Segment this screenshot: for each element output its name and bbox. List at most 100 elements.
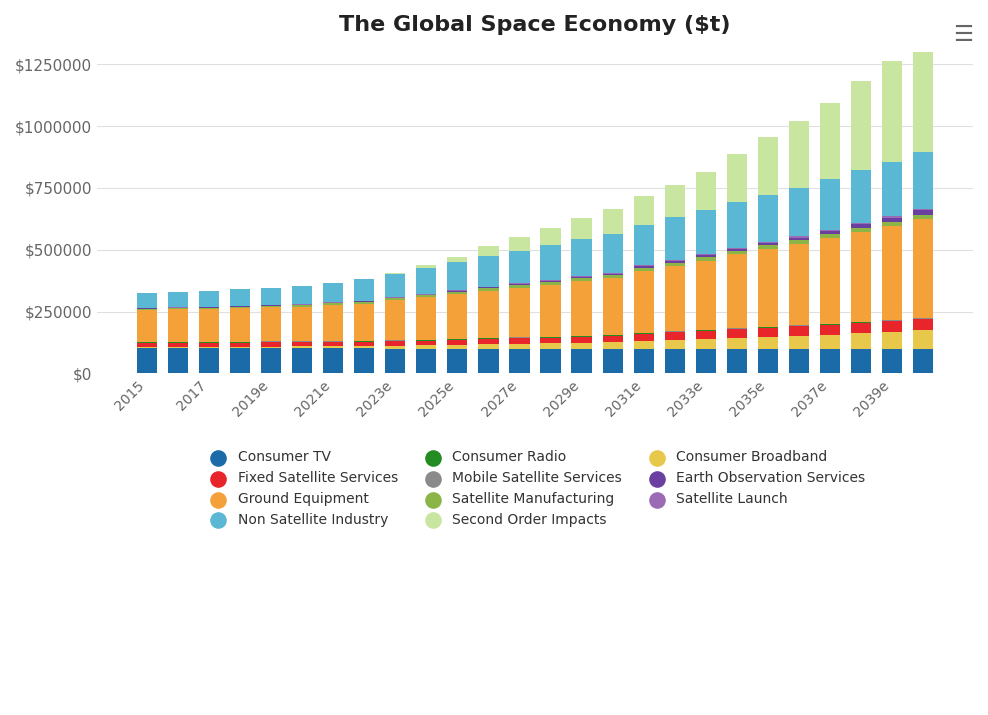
Bar: [292, 348, 312, 373]
Bar: [540, 337, 560, 343]
Bar: [727, 154, 747, 202]
Bar: [758, 249, 778, 327]
Bar: [136, 310, 157, 342]
Bar: [354, 302, 374, 304]
Bar: [292, 342, 312, 347]
Bar: [261, 347, 282, 348]
Bar: [758, 243, 778, 245]
Bar: [230, 347, 250, 348]
Bar: [230, 308, 250, 342]
Bar: [820, 179, 840, 230]
Bar: [882, 349, 902, 373]
Title: The Global Space Economy ($t): The Global Space Economy ($t): [339, 15, 731, 35]
Bar: [168, 292, 188, 307]
Bar: [261, 307, 282, 342]
Bar: [820, 325, 840, 335]
Bar: [571, 276, 592, 277]
Bar: [323, 303, 343, 305]
Bar: [571, 342, 592, 349]
Bar: [603, 336, 622, 342]
Bar: [696, 261, 716, 330]
Bar: [199, 309, 219, 342]
Bar: [913, 219, 934, 318]
Bar: [603, 275, 622, 278]
Bar: [416, 295, 437, 297]
Bar: [727, 255, 747, 328]
Bar: [820, 335, 840, 349]
Bar: [913, 330, 934, 349]
Bar: [851, 333, 871, 349]
Bar: [416, 345, 437, 349]
Bar: [882, 218, 902, 222]
Bar: [820, 230, 840, 232]
Bar: [633, 334, 654, 341]
Bar: [448, 340, 467, 345]
Bar: [448, 295, 467, 339]
Bar: [727, 337, 747, 349]
Bar: [510, 251, 530, 283]
Bar: [633, 271, 654, 333]
Bar: [633, 225, 654, 265]
Bar: [758, 245, 778, 249]
Bar: [510, 237, 530, 251]
Bar: [788, 349, 809, 373]
Bar: [665, 217, 685, 260]
Bar: [448, 292, 467, 295]
Bar: [416, 297, 437, 340]
Bar: [292, 305, 312, 307]
Bar: [696, 339, 716, 349]
Bar: [882, 61, 902, 162]
Bar: [323, 282, 343, 302]
Bar: [510, 344, 530, 349]
Bar: [788, 240, 809, 244]
Bar: [820, 235, 840, 238]
Bar: [820, 102, 840, 179]
Bar: [261, 306, 282, 307]
Bar: [571, 218, 592, 239]
Bar: [788, 236, 809, 237]
Bar: [851, 170, 871, 222]
Bar: [136, 347, 157, 348]
Bar: [665, 332, 685, 340]
Bar: [758, 194, 778, 242]
Bar: [571, 349, 592, 373]
Bar: [199, 291, 219, 307]
Bar: [696, 172, 716, 210]
Bar: [136, 342, 157, 347]
Bar: [603, 342, 622, 349]
Bar: [478, 339, 499, 344]
Bar: [665, 349, 685, 373]
Bar: [633, 265, 654, 266]
Bar: [168, 348, 188, 373]
Bar: [882, 332, 902, 349]
Bar: [385, 300, 405, 340]
Bar: [696, 257, 716, 261]
Bar: [510, 283, 530, 284]
Bar: [758, 242, 778, 243]
Bar: [354, 304, 374, 341]
Bar: [665, 262, 685, 266]
Bar: [788, 237, 809, 240]
Bar: [727, 251, 747, 255]
Bar: [633, 268, 654, 271]
Bar: [758, 349, 778, 373]
Legend: Consumer TV, Fixed Satellite Services, Ground Equipment, Non Satellite Industry,: Consumer TV, Fixed Satellite Services, G…: [199, 445, 871, 533]
Bar: [168, 308, 188, 309]
Bar: [199, 307, 219, 309]
Bar: [851, 225, 871, 228]
Bar: [758, 337, 778, 349]
Bar: [354, 346, 374, 348]
Bar: [727, 249, 747, 251]
Bar: [571, 277, 592, 278]
Bar: [136, 348, 157, 373]
Bar: [633, 349, 654, 373]
Bar: [913, 209, 934, 210]
Bar: [323, 346, 343, 348]
Bar: [478, 288, 499, 291]
Bar: [323, 348, 343, 373]
Bar: [665, 260, 685, 261]
Bar: [385, 272, 405, 274]
Bar: [354, 348, 374, 373]
Bar: [788, 336, 809, 349]
Bar: [354, 279, 374, 301]
